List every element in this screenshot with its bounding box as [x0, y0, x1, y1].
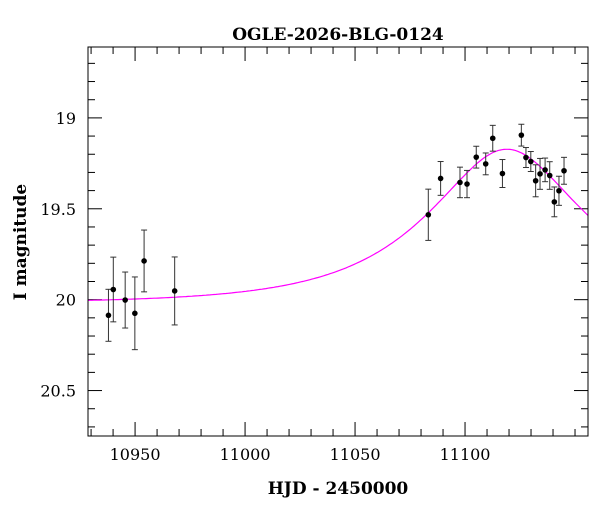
point-marker	[528, 158, 534, 165]
data-point	[561, 156, 568, 185]
x-tick-label: 11000	[220, 445, 271, 464]
point-marker	[110, 286, 117, 293]
point-marker	[482, 161, 489, 167]
point-marker	[473, 154, 480, 160]
point-marker	[542, 167, 548, 173]
data-point	[532, 164, 539, 198]
point-marker	[489, 135, 496, 142]
x-tick-label: 10950	[110, 445, 161, 464]
model-curve	[87, 148, 589, 301]
data-point	[437, 161, 444, 196]
point-marker	[532, 177, 539, 184]
data-point	[489, 124, 496, 152]
data-point	[131, 276, 138, 351]
data-point	[171, 256, 178, 326]
data-point	[105, 288, 112, 342]
point-marker	[457, 179, 463, 186]
y-axis-label: I magnitude	[11, 184, 31, 301]
data-point	[542, 157, 549, 183]
x-tick-label: 11050	[330, 445, 381, 464]
point-marker	[464, 181, 470, 187]
data-point	[456, 166, 463, 199]
point-marker	[437, 175, 444, 182]
point-marker	[518, 132, 525, 138]
point-marker	[537, 171, 543, 177]
data-point	[141, 229, 148, 293]
data-point	[122, 271, 129, 329]
point-marker	[546, 172, 553, 179]
data-point	[499, 159, 506, 189]
data-point	[546, 161, 553, 190]
point-marker	[122, 297, 128, 303]
data-point	[527, 151, 534, 173]
data-point	[518, 123, 525, 147]
data-point	[482, 152, 489, 176]
y-tick-label: 20	[56, 291, 76, 310]
y-tick-label: 19	[56, 109, 76, 128]
point-marker	[561, 167, 567, 174]
x-axis-label: HJD - 2450000	[268, 479, 409, 499]
data-point	[551, 186, 558, 218]
data-point	[473, 145, 480, 169]
point-marker	[551, 199, 558, 205]
point-marker	[141, 258, 147, 264]
point-marker	[523, 154, 529, 161]
chart-title: OGLE-2026-BLG-0124	[232, 25, 444, 45]
point-marker	[425, 211, 432, 218]
data-point	[522, 147, 529, 169]
data-point	[425, 188, 432, 241]
y-tick-label: 19.5	[40, 200, 76, 219]
point-marker	[556, 187, 562, 194]
plot-frame	[87, 46, 589, 437]
data-point	[537, 157, 544, 190]
data-point	[110, 256, 117, 323]
point-marker	[132, 310, 138, 317]
y-tick-label: 20.5	[40, 382, 76, 401]
point-marker	[105, 312, 112, 319]
x-tick-label: 11100	[440, 445, 491, 464]
point-marker	[499, 170, 506, 177]
data-point	[464, 169, 471, 199]
point-marker	[171, 288, 178, 294]
data-point	[555, 175, 562, 206]
